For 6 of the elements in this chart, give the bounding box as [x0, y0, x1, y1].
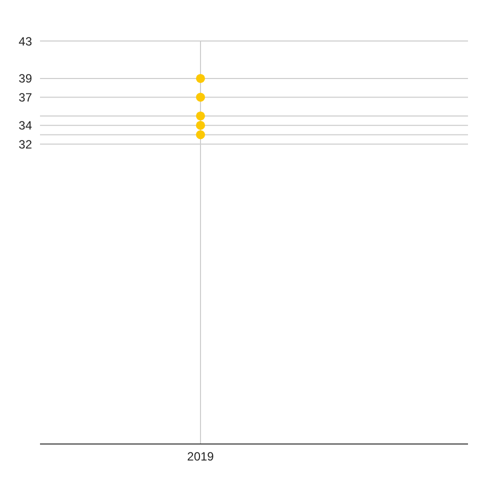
x-tick-label: 2019	[187, 450, 214, 464]
y-tick-label: 43	[18, 34, 32, 48]
y-tick-label: 39	[18, 72, 32, 86]
y-tick-label: 34	[18, 118, 32, 133]
y-tick-label: 37	[18, 90, 32, 104]
y-tick-label: 32	[18, 137, 32, 152]
